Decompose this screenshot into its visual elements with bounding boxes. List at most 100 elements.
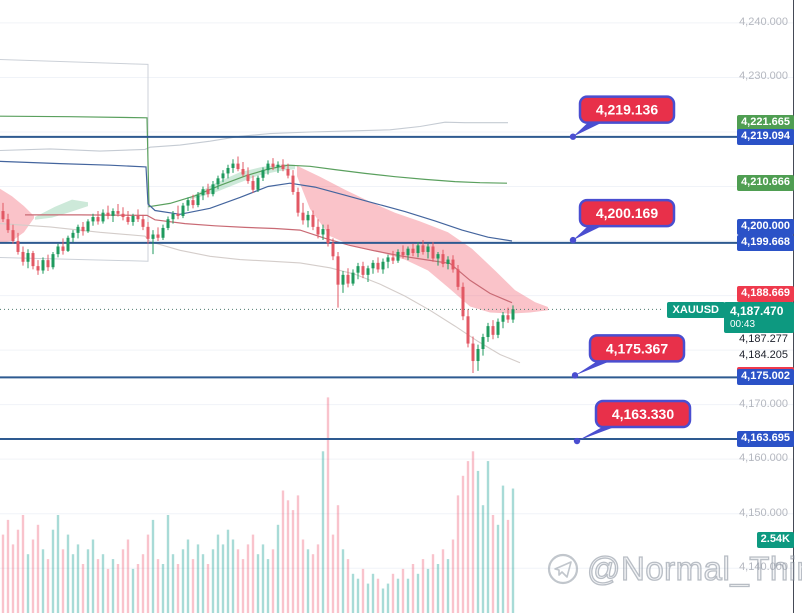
volume-bar: [61, 549, 65, 613]
candle-body: [321, 229, 325, 235]
candle-body: [151, 234, 155, 239]
price-axis-label: 4,187.277: [739, 333, 788, 345]
volume-bar: [216, 534, 220, 613]
volume-bar: [346, 559, 350, 613]
price-axis-label: 4,221.665: [737, 115, 794, 131]
volume-bar: [356, 578, 360, 613]
price-axis-label: 4,188.669: [737, 286, 794, 302]
volume-bar: [46, 559, 50, 613]
candle-body: [491, 326, 495, 335]
candle-body: [421, 245, 425, 252]
symbol-tag[interactable]: XAUUSD: [666, 302, 725, 318]
volume-bar: [256, 554, 260, 613]
price-callout[interactable]: [594, 399, 692, 429]
callout-dot: [573, 437, 581, 445]
candle-body: [126, 217, 130, 222]
callout-dot: [569, 236, 577, 244]
volume-bar: [491, 515, 495, 613]
volume-bar: [376, 578, 380, 613]
volume-bar: [251, 534, 255, 613]
green-cloud-1: [35, 199, 88, 220]
callout-dot: [569, 133, 577, 140]
volume-bar: [126, 539, 130, 613]
candle-body: [146, 226, 150, 239]
candle-body: [66, 237, 70, 251]
price-axis-label: 4,163.695: [737, 431, 794, 447]
volume-bar: [26, 554, 30, 613]
candle-body: [286, 169, 290, 176]
candle-body: [366, 268, 370, 275]
candle-body: [211, 184, 215, 195]
candle-body: [361, 266, 365, 275]
price-callout[interactable]: [578, 198, 676, 228]
bar-countdown: 00:43: [730, 319, 756, 330]
volume-bar: [326, 397, 330, 613]
candle-body: [426, 246, 430, 252]
volume-bar: [226, 529, 230, 613]
candle-body: [46, 260, 50, 268]
volume-bar: [261, 544, 265, 613]
price-callout[interactable]: [588, 334, 686, 363]
candle-body: [216, 178, 220, 185]
volume-bar: [446, 559, 450, 613]
volume-bar: [41, 549, 45, 613]
candle-body: [436, 254, 440, 259]
volume-bar: [386, 583, 390, 613]
volume-bar: [136, 564, 140, 613]
candle-body: [276, 164, 280, 167]
candle-body: [56, 246, 60, 255]
candle-body: [81, 226, 85, 232]
price-callout-label: 4,175.367: [606, 340, 668, 356]
price-axis-label: 2.54K: [756, 532, 794, 548]
candle-body: [356, 266, 360, 273]
volume-bar: [461, 475, 465, 613]
candle-body: [391, 257, 395, 261]
candle-body: [116, 211, 120, 214]
price-axis-label: 4,170.000: [739, 398, 788, 410]
price-callout[interactable]: [578, 95, 676, 124]
volume-bar: [86, 549, 90, 613]
candle-body: [296, 191, 300, 213]
current-price-badge[interactable]: 4,187.470 00:43: [724, 302, 794, 333]
lower-gray-band: [0, 223, 521, 364]
candle-body: [351, 272, 355, 284]
candle-body: [246, 174, 250, 182]
candle-body: [36, 266, 40, 271]
candle-body: [511, 309, 515, 320]
candle-body: [201, 189, 205, 196]
volume-bar: [241, 559, 245, 613]
callout-dot: [571, 372, 579, 379]
candle-body: [316, 226, 320, 235]
candle-body: [176, 213, 180, 216]
volume-bar: [466, 461, 470, 613]
candle-body: [111, 211, 115, 216]
candle-body: [471, 343, 475, 362]
volume-bar: [351, 573, 355, 613]
volume-bar: [496, 524, 500, 613]
volume-bar: [431, 554, 435, 613]
volume-bar: [291, 510, 295, 613]
candle-body: [431, 246, 435, 259]
volume-bar: [246, 544, 250, 613]
volume-bar: [266, 559, 270, 613]
volume-bar: [311, 554, 315, 613]
candle-body: [306, 214, 310, 221]
price-callout-label: 4,219.136: [596, 102, 658, 118]
candle-body: [6, 219, 10, 231]
candle-body: [71, 232, 75, 238]
candle-body: [181, 205, 185, 216]
volume-bar: [221, 544, 225, 613]
volume-bar: [471, 451, 475, 613]
candle-body: [501, 315, 505, 322]
candle-body: [21, 251, 25, 262]
annotation-rectangle[interactable]: [0, 58, 149, 262]
volume-bar: [166, 515, 170, 613]
price-axis-label: 4,184.205: [739, 349, 788, 361]
candle-body: [161, 227, 165, 238]
candle-body: [446, 259, 450, 264]
upper-gray-band: [0, 121, 508, 152]
volume-bar: [436, 564, 440, 613]
candle-body: [141, 219, 145, 227]
candle-body: [441, 254, 445, 264]
